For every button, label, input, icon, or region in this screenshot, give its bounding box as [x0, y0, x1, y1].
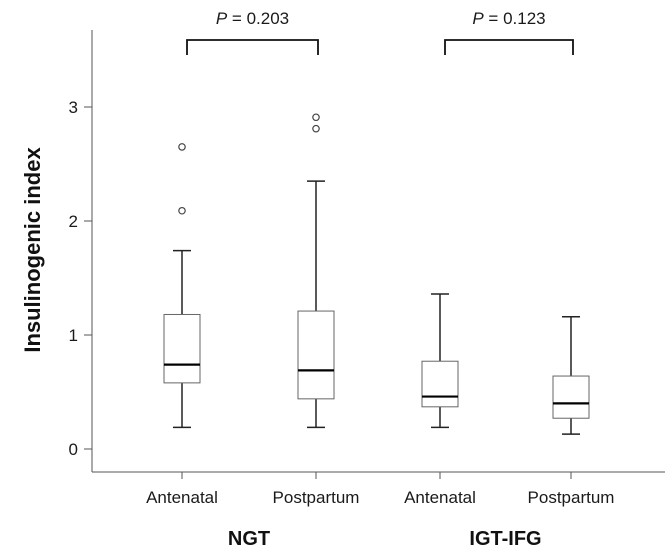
- outlier-point: [178, 206, 186, 215]
- x-category-label: Antenatal: [404, 488, 476, 507]
- box-marks: [163, 113, 590, 435]
- box-ngt-antenatal: [163, 143, 201, 429]
- comparison-bracket: [444, 39, 574, 55]
- iqr-box: [163, 313, 201, 384]
- y-tick-label: 2: [69, 212, 78, 231]
- iqr-box: [297, 310, 335, 400]
- box-ngt-postpartum: [297, 113, 335, 429]
- outlier-point: [178, 143, 186, 151]
- outlier-point: [312, 113, 320, 122]
- y-tick-label: 1: [69, 326, 78, 345]
- outlier-point: [312, 124, 320, 133]
- axis-labels: Insulinogenic index Antenatal Postpartum NG…: [20, 147, 614, 550]
- group-label: IGT-IFG: [469, 528, 541, 550]
- p-value-label: P = 0.203: [216, 9, 289, 28]
- box-igt-ifg-antenatal: [421, 293, 459, 429]
- x-category-label: Postpartum: [273, 488, 360, 507]
- box-igt-ifg-postpartum: [552, 316, 590, 435]
- comparison-bracket: [186, 39, 319, 55]
- x-category-label: Postpartum: [528, 488, 615, 507]
- iqr-box: [552, 375, 590, 419]
- p-value-annotations: P = 0.203 P = 0.123: [186, 9, 574, 55]
- p-value-label: P = 0.123: [472, 9, 545, 28]
- iqr-box: [421, 360, 459, 408]
- y-tick-label: 3: [69, 98, 78, 117]
- y-tick-label: 0: [69, 440, 78, 459]
- y-axis-title: Insulinogenic index: [20, 147, 45, 353]
- x-category-label: Antenatal: [146, 488, 218, 507]
- axes: 0 1 2 3: [69, 30, 665, 479]
- group-label: NGT: [228, 528, 270, 550]
